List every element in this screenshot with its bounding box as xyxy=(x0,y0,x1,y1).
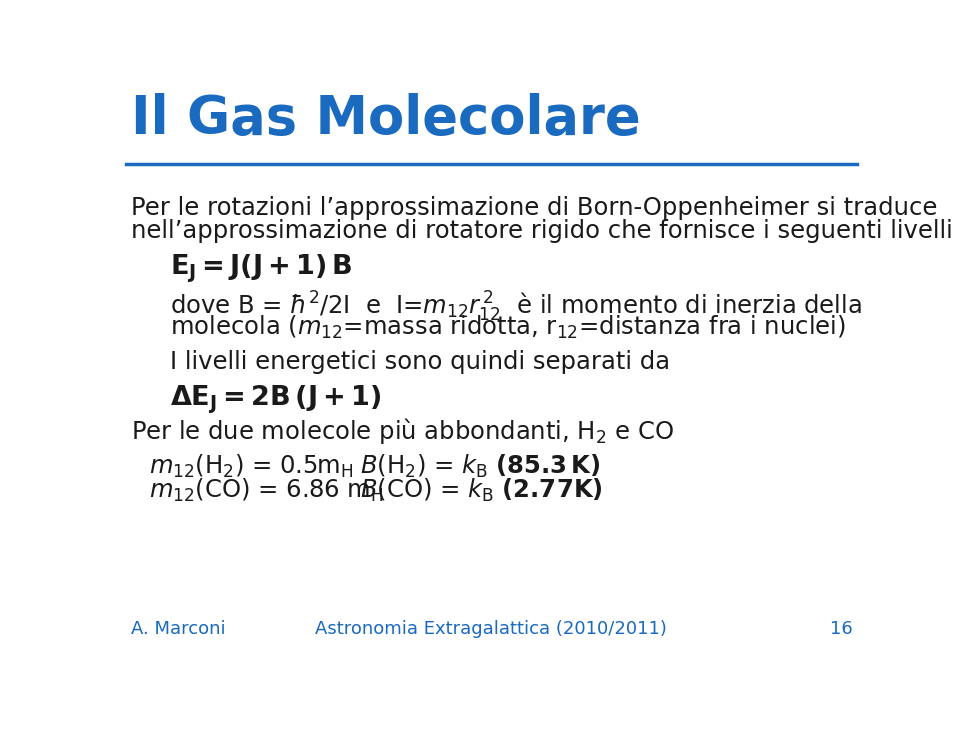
Text: nell’approssimazione di rotatore rigido che fornisce i seguenti livelli energeti: nell’approssimazione di rotatore rigido … xyxy=(130,219,959,243)
Text: A. Marconi: A. Marconi xyxy=(130,620,225,638)
Text: $\mathbf{\Delta E_J = 2B\,(J+1)}$: $\mathbf{\Delta E_J = 2B\,(J+1)}$ xyxy=(171,384,382,417)
Text: $\mathbf{E_J = J(J+1)\,B}$: $\mathbf{E_J = J(J+1)\,B}$ xyxy=(171,253,353,286)
Text: dove B = $\hbar^2$/2I  e  I=$m_{12}r_{12}^{\,2}$  è il momento di inerzia della: dove B = $\hbar^2$/2I e I=$m_{12}r_{12}^… xyxy=(171,290,862,325)
Text: $m_{12}$(H$_2$) = 0.5m$_\mathrm{H}$: $m_{12}$(H$_2$) = 0.5m$_\mathrm{H}$ xyxy=(150,453,354,481)
Text: I livelli energetici sono quindi separati da: I livelli energetici sono quindi separat… xyxy=(171,350,670,374)
Text: molecola ($m_{12}$=massa ridotta, r$_{12}$=distanza fra i nuclei): molecola ($m_{12}$=massa ridotta, r$_{12… xyxy=(171,314,846,341)
Text: Per le rotazioni l’approssimazione di Born-Oppenheimer si traduce: Per le rotazioni l’approssimazione di Bo… xyxy=(130,196,937,220)
Text: $\mathbf{\mathit{B}}$(H$_2$) = $\mathbf{\mathit{k}}_\mathbf{\mathrm{B}}$ $\mathb: $\mathbf{\mathit{B}}$(H$_2$) = $\mathbf{… xyxy=(361,453,600,481)
Text: $m_{12}$(CO) = 6.86 m$_\mathrm{H}$: $m_{12}$(CO) = 6.86 m$_\mathrm{H}$ xyxy=(150,476,384,503)
Text: Astronomia Extragalattica (2010/2011): Astronomia Extragalattica (2010/2011) xyxy=(316,620,667,638)
Text: 16: 16 xyxy=(830,620,853,638)
Text: Il Gas Molecolare: Il Gas Molecolare xyxy=(130,93,641,145)
Text: $\mathbf{\mathit{B}}$(CO) = $\mathbf{\mathit{k}}_\mathbf{\mathrm{B}}$ $\mathbf{(: $\mathbf{\mathit{B}}$(CO) = $\mathbf{\ma… xyxy=(361,476,603,503)
Text: Per le due molecole più abbondanti, H$_2$ e CO: Per le due molecole più abbondanti, H$_2… xyxy=(130,417,673,446)
